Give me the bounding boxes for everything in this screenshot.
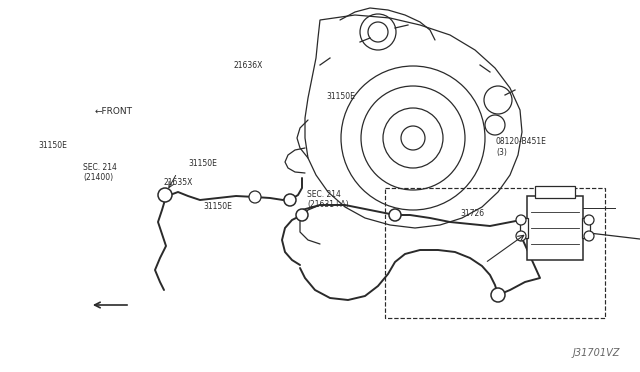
Bar	[520, 218, 528, 238]
Text: 31150E: 31150E	[204, 202, 232, 211]
Text: 21635X: 21635X	[163, 178, 193, 187]
Text: 21636X: 21636X	[234, 61, 263, 70]
Text: 31150E: 31150E	[189, 159, 218, 168]
Text: 31150E: 31150E	[326, 92, 355, 101]
Circle shape	[584, 231, 594, 241]
Text: J31701VZ: J31701VZ	[573, 348, 620, 358]
Circle shape	[389, 209, 401, 221]
Bar	[582, 218, 590, 238]
Bar	[527, 196, 583, 260]
Circle shape	[516, 231, 526, 241]
Circle shape	[284, 194, 296, 206]
Circle shape	[249, 191, 261, 203]
Circle shape	[296, 209, 308, 221]
Circle shape	[158, 188, 172, 202]
Circle shape	[516, 215, 526, 225]
Bar	[535, 186, 575, 198]
Circle shape	[491, 288, 505, 302]
Text: 31726: 31726	[461, 209, 485, 218]
Text: 31150E: 31150E	[38, 141, 67, 150]
Text: ←FRONT: ←FRONT	[95, 107, 132, 116]
Circle shape	[584, 215, 594, 225]
Text: SEC. 214
(21400): SEC. 214 (21400)	[83, 163, 117, 182]
Text: 08120-B451E
(3): 08120-B451E (3)	[496, 137, 547, 157]
Text: SEC. 214
(21631+A): SEC. 214 (21631+A)	[307, 190, 349, 209]
Bar	[385, 188, 605, 318]
